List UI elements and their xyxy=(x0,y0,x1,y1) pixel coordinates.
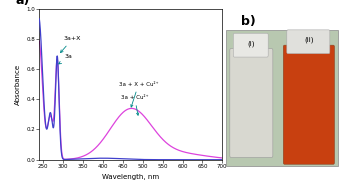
Y-axis label: Absorbance: Absorbance xyxy=(15,64,21,105)
Text: 3a + X + Cu²⁺: 3a + X + Cu²⁺ xyxy=(119,82,158,107)
Text: b): b) xyxy=(241,15,256,28)
FancyBboxPatch shape xyxy=(233,33,268,57)
Text: (ii): (ii) xyxy=(304,37,314,43)
FancyBboxPatch shape xyxy=(283,45,334,164)
Text: 3a: 3a xyxy=(59,54,73,64)
Text: a): a) xyxy=(15,0,30,7)
FancyBboxPatch shape xyxy=(230,49,273,157)
Text: (i): (i) xyxy=(247,40,254,47)
Text: 3a+X: 3a+X xyxy=(61,36,81,53)
FancyBboxPatch shape xyxy=(287,30,330,54)
FancyBboxPatch shape xyxy=(226,30,338,166)
X-axis label: Wavelength, nm: Wavelength, nm xyxy=(102,174,159,180)
Text: 3a + Cu²⁺: 3a + Cu²⁺ xyxy=(121,95,148,115)
